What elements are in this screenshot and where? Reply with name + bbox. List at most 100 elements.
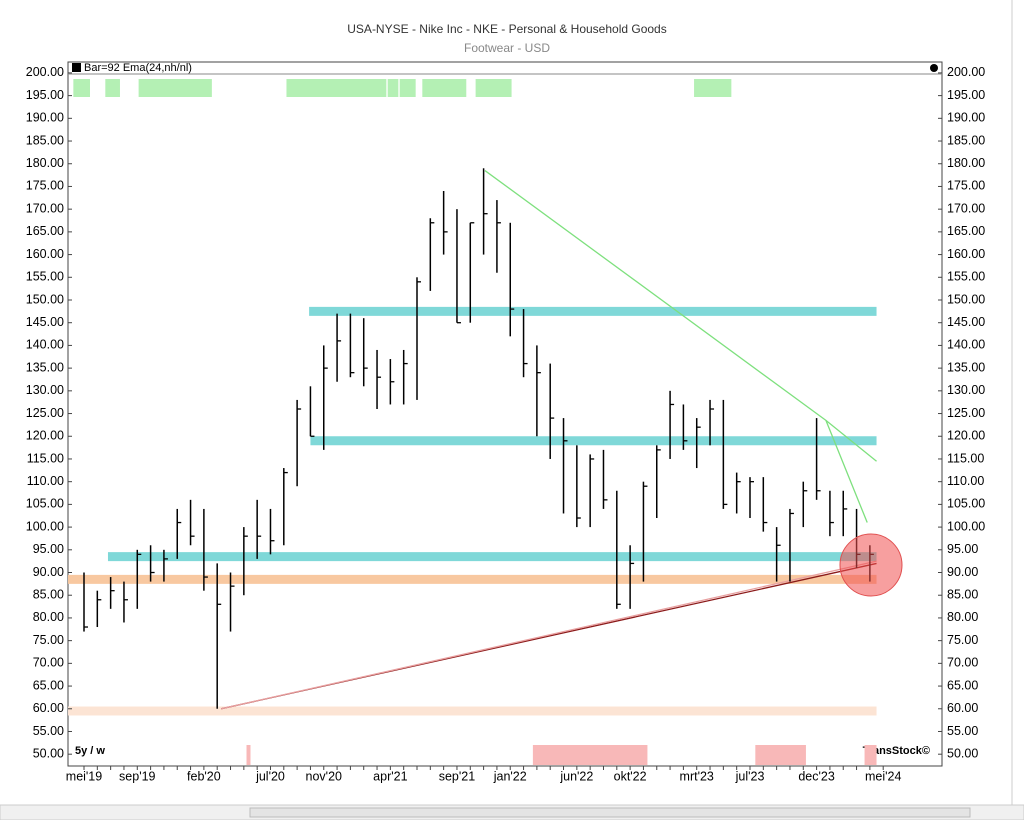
y-tick-label: 50.00 [33, 746, 64, 760]
x-tick-label: jun'22 [559, 769, 593, 783]
y-tick-label: 110.00 [27, 474, 64, 488]
y-tick-label: 165.00 [26, 224, 64, 238]
y-tick-label: 115.00 [27, 451, 64, 465]
x-tick-label: mei'24 [865, 769, 901, 783]
scroll-thumb[interactable] [249, 807, 971, 818]
x-tick-label: mrt'23 [680, 769, 714, 783]
highlight-circle [839, 533, 903, 597]
x-tick-label: feb'20 [187, 769, 221, 783]
y-tick-label: 125.00 [26, 406, 64, 420]
y-tick-label: 150.00 [26, 292, 64, 306]
top-zone [694, 79, 732, 97]
top-zone [475, 79, 512, 97]
top-zone [138, 79, 212, 97]
x-tick-label: jan'22 [493, 769, 527, 783]
y-tick-label: 80.00 [33, 610, 64, 624]
y-tick-label: 130.00 [26, 383, 64, 397]
y-tick-label-right: 110.00 [947, 474, 984, 488]
x-tick-label: dec'23 [798, 769, 834, 783]
y-tick-label: 140.00 [26, 338, 64, 352]
y-tick-label: 145.00 [26, 315, 64, 329]
y-tick-label-right: 130.00 [947, 383, 985, 397]
y-tick-label-right: 105.00 [947, 497, 985, 511]
y-tick-label-right: 55.00 [947, 724, 978, 738]
y-tick-label-right: 175.00 [947, 179, 985, 193]
bottom-zone [532, 745, 648, 765]
y-tick-label-right: 165.00 [947, 224, 985, 238]
y-tick-label: 175.00 [26, 179, 64, 193]
y-tick-label: 120.00 [26, 429, 64, 443]
y-tick-label-right: 185.00 [947, 133, 985, 147]
y-tick-label-right: 80.00 [947, 610, 978, 624]
y-tick-label-right: 195.00 [947, 88, 985, 102]
top-zone [286, 79, 387, 97]
top-zone [387, 79, 399, 97]
y-tick-label-right: 170.00 [947, 201, 985, 215]
y-tick-label-right: 150.00 [947, 292, 985, 306]
trendline [221, 560, 877, 710]
brand: TransStock© [863, 745, 930, 757]
y-tick-label: 155.00 [26, 270, 64, 284]
y-tick-label: 190.00 [26, 111, 64, 125]
y-tick-label: 75.00 [33, 633, 64, 647]
x-tick-label: okt'22 [614, 769, 647, 783]
y-tick-label: 105.00 [26, 497, 64, 511]
legend-swatch [72, 63, 81, 72]
y-tick-label-right: 120.00 [947, 429, 985, 443]
x-tick-label: apr'21 [373, 769, 407, 783]
y-tick-label: 185.00 [26, 133, 64, 147]
y-tick-label: 180.00 [26, 156, 64, 170]
bottom-zone [864, 745, 877, 765]
x-tick-label: mei'19 [66, 769, 102, 783]
y-tick-label: 65.00 [33, 678, 64, 692]
legend: Bar=92 Ema(24,nh/nl) [84, 62, 192, 74]
y-tick-label-right: 140.00 [947, 338, 985, 352]
bottom-zone [755, 745, 806, 765]
y-tick-label-right: 180.00 [947, 156, 985, 170]
y-tick-label-right: 160.00 [947, 247, 985, 261]
y-tick-label-right: 145.00 [947, 315, 985, 329]
plot: 50.00 50.00 55.00 55.00 60.00 60.00 65.00 65.00… [26, 65, 986, 783]
x-tick-label: sep'21 [439, 769, 475, 783]
y-tick-label-right: 200.00 [947, 65, 985, 79]
y-tick-label-right: 85.00 [947, 588, 978, 602]
y-tick-label: 60.00 [33, 701, 64, 715]
y-tick-label: 170.00 [26, 201, 64, 215]
x-tick-label: nov'20 [306, 769, 342, 783]
top-zone [105, 79, 120, 97]
y-tick-label: 100.00 [26, 519, 64, 533]
top-zone [422, 79, 467, 97]
chart-title: USA-NYSE - Nike Inc - NKE - Personal & H… [347, 22, 666, 36]
x-tick-label: jul'23 [735, 769, 765, 783]
y-tick-label: 195.00 [26, 88, 64, 102]
y-tick-label-right: 90.00 [947, 565, 978, 579]
close-button[interactable] [930, 64, 938, 72]
top-zone [73, 79, 90, 97]
y-tick-label-right: 70.00 [947, 656, 978, 670]
y-tick-label-right: 135.00 [947, 360, 985, 374]
y-tick-label-right: 190.00 [947, 111, 985, 125]
y-tick-label: 90.00 [33, 565, 64, 579]
y-tick-label: 55.00 [33, 724, 64, 738]
y-tick-label-right: 125.00 [947, 406, 985, 420]
y-tick-label: 95.00 [33, 542, 64, 556]
y-tick-label-right: 100.00 [947, 519, 985, 533]
y-tick-label-right: 65.00 [947, 678, 978, 692]
y-tick-label: 160.00 [26, 247, 64, 261]
y-tick-label-right: 75.00 [947, 633, 978, 647]
y-tick-label-right: 50.00 [947, 746, 978, 760]
bottom-zone [246, 745, 251, 765]
y-tick-label: 135.00 [26, 360, 64, 374]
y-tick-label-right: 95.00 [947, 542, 978, 556]
period-label: 5y / w [75, 745, 105, 757]
x-tick-label: sep'19 [119, 769, 155, 783]
x-tick-label: jul'20 [255, 769, 285, 783]
y-tick-label: 85.00 [33, 588, 64, 602]
trendline [825, 420, 868, 523]
chart-subtitle: Footwear - USD [464, 41, 550, 55]
y-tick-label-right: 155.00 [947, 270, 985, 284]
y-tick-label-right: 60.00 [947, 701, 978, 715]
